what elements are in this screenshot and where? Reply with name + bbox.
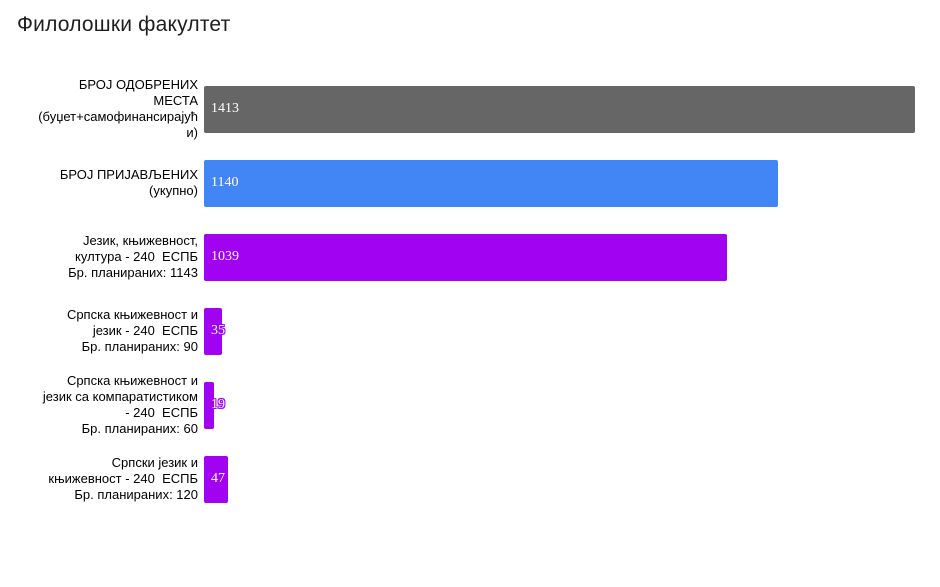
bar[interactable]	[204, 233, 727, 281]
category-label-line: језик са компаратистиком	[42, 389, 198, 404]
bar-track: 47	[204, 455, 940, 503]
category-label-line: језик - 240 ЕСПБ	[92, 323, 198, 338]
bar-value-label: 35	[211, 323, 225, 338]
category-label-line: Српски језик и	[111, 455, 198, 470]
category-label: Српска књижевност и језик - 240 ЕСПБ Бр. п…	[0, 307, 198, 355]
category-label: БРОЈ ПРИЈАВЉЕНИХ (укупно)	[0, 167, 198, 199]
bar-value-label: 1140	[211, 175, 239, 190]
bar[interactable]	[204, 307, 222, 355]
bar-row: Српски језик и књижевност - 240 ЕСПБ Бр. п…	[0, 442, 940, 516]
bar-rows: БРОЈ ОДОБРЕНИХ МЕСТА (буџет+самофинансирај…	[0, 72, 940, 516]
bar-row: БРОЈ ОДОБРЕНИХ МЕСТА (буџет+самофинансирај…	[0, 72, 940, 146]
bar[interactable]	[204, 159, 778, 207]
bar[interactable]	[204, 85, 915, 133]
category-label-line: култура - 240 ЕСПБ	[75, 249, 198, 264]
category-label: Српска књижевност и језик са компаратисти…	[0, 373, 198, 437]
bar-value-label: 47	[211, 471, 225, 486]
category-label-line: Бр. планираних: 90	[81, 339, 198, 354]
bar-track: 1413	[204, 85, 940, 133]
category-label-line: Српска књижевност и	[66, 373, 198, 388]
bar-track: 1039	[204, 233, 940, 281]
bar-value-label: 19	[211, 397, 225, 412]
category-label-line: БРОЈ ОДОБРЕНИХ	[78, 77, 198, 92]
category-label-line: и)	[186, 125, 198, 140]
category-label: Језик, књижевност, култура - 240 ЕСПБ Бр. …	[0, 233, 198, 281]
category-label-line: Језик, књижевност,	[83, 233, 198, 248]
bar-track: 1140	[204, 159, 940, 207]
category-label-line: (укупно)	[149, 183, 198, 198]
bar-track: 35	[204, 307, 940, 355]
bar-track: 19	[204, 381, 940, 429]
bar[interactable]	[204, 455, 228, 503]
category-label: Српски језик и књижевност - 240 ЕСПБ Бр. п…	[0, 455, 198, 503]
bar-row: Српска књижевност и језик са компаратисти…	[0, 368, 940, 442]
category-label-line: (буџет+самофинансирајућ	[38, 109, 198, 124]
category-label: БРОЈ ОДОБРЕНИХ МЕСТА (буџет+самофинансирај…	[0, 77, 198, 141]
bar-value-label: 1039	[211, 249, 239, 264]
category-label-line: Бр. планираних: 1143	[68, 265, 198, 280]
category-label-line: Бр. планираних: 60	[81, 421, 198, 436]
category-label-line: - 240 ЕСПБ	[125, 405, 198, 420]
category-label-line: БРОЈ ПРИЈАВЉЕНИХ	[59, 167, 198, 182]
bar-value-label: 1413	[211, 101, 239, 116]
category-label-line: МЕСТА	[153, 93, 198, 108]
category-label-line: књижевност - 240 ЕСПБ	[48, 471, 198, 486]
chart-title: Филолошки факултет	[17, 13, 231, 36]
bar[interactable]	[204, 381, 214, 429]
bar-row: Језик, књижевност, култура - 240 ЕСПБ Бр. …	[0, 220, 940, 294]
bar-row: БРОЈ ПРИЈАВЉЕНИХ (укупно) 1140	[0, 146, 940, 220]
category-label-line: Српска књижевност и	[66, 307, 198, 322]
bar-row: Српска књижевност и језик - 240 ЕСПБ Бр. п…	[0, 294, 940, 368]
category-label-line: Бр. планираних: 120	[74, 487, 198, 502]
